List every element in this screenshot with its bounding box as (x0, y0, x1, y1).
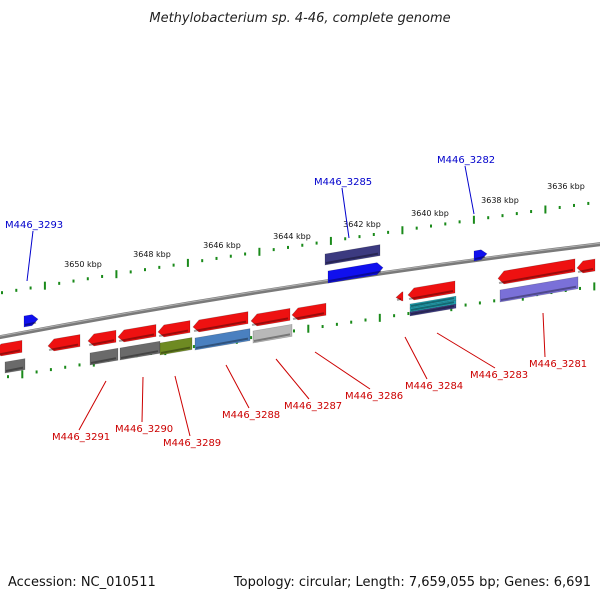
scale-label: 3642 kbp (343, 220, 381, 229)
gene-red-6 (250, 308, 291, 327)
gene-label-M446_3282[interactable]: M446_3282 (437, 155, 495, 166)
gene-M446_3284-small (395, 291, 404, 302)
gene-red-3-shade (118, 333, 155, 342)
gene-labels: M446_3282M446_3285M446_3293M446_3281M446… (5, 155, 587, 449)
leader-M446_3291 (78, 380, 107, 431)
gene-label-M446_3290[interactable]: M446_3290 (115, 424, 173, 435)
gene-M446_3283-navy-shade (410, 305, 455, 315)
gene-M446_3289-box (159, 337, 193, 356)
gene-red-2-shade (88, 339, 115, 346)
gene-M446_3288-box (194, 328, 251, 351)
gene-label-M446_3286[interactable]: M446_3286 (345, 391, 403, 402)
gene-red-8 (407, 280, 456, 301)
gene-gray-edge-shade (5, 366, 24, 372)
gene-label-M446_3285[interactable]: M446_3285 (314, 177, 372, 188)
gene-M446_3283-navy (409, 303, 457, 317)
gene-red-4 (157, 320, 191, 338)
gene-label-M446_3291[interactable]: M446_3291 (52, 432, 110, 443)
gene-M446_3283-teal-1-shade (410, 297, 455, 307)
leader-M446_3283 (436, 332, 496, 369)
gene-red-2 (87, 329, 117, 347)
leader-M446_3281 (542, 312, 546, 358)
label-leaders (26, 165, 546, 437)
gene-M446_3285-box (324, 244, 381, 266)
gene-M446_3283-teal-2-shade (410, 301, 455, 311)
gene-red-left-edge-shade (0, 349, 21, 356)
gene-red-left-edge (0, 340, 23, 357)
gene-red-4-shade (158, 329, 189, 337)
gene-red-1-shade (48, 343, 79, 351)
leader-M446_3290 (141, 376, 144, 423)
gene-label-M446_3293[interactable]: M446_3293 (5, 220, 63, 231)
gene-M446_3291-box (89, 347, 119, 366)
gene-label-M446_3288[interactable]: M446_3288 (222, 410, 280, 421)
genome-backbone-highlight (0, 242, 600, 337)
gene-red-9-shade (498, 268, 574, 284)
leader-M446_3282 (464, 165, 475, 215)
gene-M446_3285-arrow-shade (328, 270, 382, 282)
gene-M446_3287-box (252, 324, 293, 344)
gene-M446_3287-box-shade (253, 333, 291, 342)
gene-M446_3289-box-shade (160, 346, 191, 354)
scale-label: 3636 kbp (547, 182, 585, 191)
leader-M446_3287 (275, 358, 310, 400)
gene-M446_3282-arrow (473, 249, 488, 262)
gene-red-3 (117, 324, 157, 343)
outer-tick-track (1, 201, 590, 295)
scale-label: 3640 kbp (411, 209, 449, 218)
leader-M446_3284 (404, 336, 428, 380)
leader-M446_3285 (341, 187, 350, 239)
gene-red-7 (291, 302, 327, 321)
scale-label: 3644 kbp (273, 232, 311, 241)
leader-M446_3289 (174, 375, 191, 437)
scale-label: 3646 kbp (203, 241, 241, 250)
genome-summary: Topology: circular; Length: 7,659,055 bp… (233, 575, 591, 590)
gene-red-5 (192, 311, 249, 333)
gene-M446_3281-box (499, 276, 579, 303)
scale-label: 3638 kbp (481, 196, 519, 205)
leader-M446_3286 (314, 351, 371, 390)
gene-M446_3293-arrow-shade (24, 321, 37, 326)
leader-M446_3288 (225, 364, 250, 409)
gene-red-5-shade (193, 320, 247, 332)
gene-red-10-shade (577, 267, 594, 273)
gene-M446_3282-arrow-shade (474, 255, 486, 260)
gene-M446_3285-arrow (327, 262, 384, 284)
genome-backbone (0, 242, 600, 340)
gene-red-7-shade (292, 312, 325, 320)
gene-M446_3285-box-shade (325, 252, 379, 264)
scale-label: 3648 kbp (133, 250, 171, 259)
gene-M446_3291-box-shade (90, 357, 117, 364)
map-title: Methylobacterium sp. 4-46, complete geno… (149, 11, 450, 26)
accession-label: Accession: NC_010511 (8, 575, 156, 590)
gene-red-10 (576, 258, 596, 274)
gene-red-6-shade (251, 317, 289, 326)
gene-M446_3290-box-shade (120, 350, 159, 359)
gene-M446_3288-box-shade (195, 337, 249, 349)
gene-label-M446_3281[interactable]: M446_3281 (529, 359, 587, 370)
gene-gray-edge (4, 358, 26, 374)
leader-M446_3293 (26, 230, 34, 282)
scale-labels: 3636 kbp 3638 kbp 3640 kbp 3642 kbp 3644 kbp… (64, 182, 585, 269)
gene-red-8-shade (408, 290, 454, 300)
gene-label-M446_3283[interactable]: M446_3283 (470, 370, 528, 381)
gene-red-9 (497, 258, 576, 285)
gene-features (0, 244, 596, 374)
gene-label-M446_3287[interactable]: M446_3287 (284, 401, 342, 412)
gene-M446_3284-small-shade (396, 297, 402, 301)
gene-M446_3281-box-shade (500, 285, 577, 301)
gene-M446_3293-arrow (23, 314, 39, 328)
gene-label-M446_3284[interactable]: M446_3284 (405, 381, 463, 392)
gene-red-1 (47, 334, 81, 352)
scale-label: 3650 kbp (64, 260, 102, 269)
gene-label-M446_3289[interactable]: M446_3289 (163, 438, 221, 449)
